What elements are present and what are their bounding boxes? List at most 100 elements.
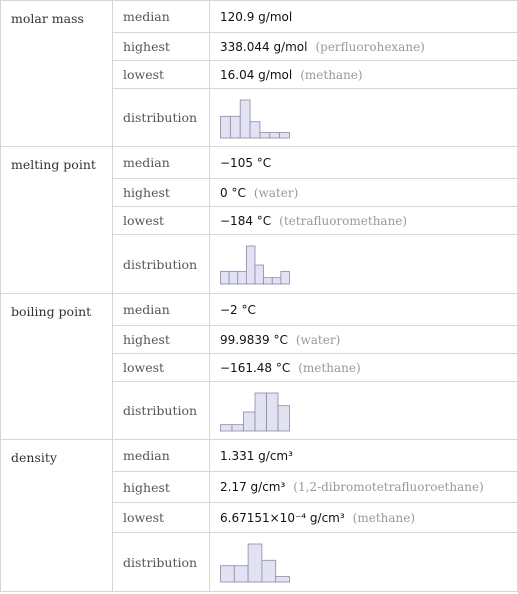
- histogram-bar: [279, 131, 290, 138]
- histogram: [220, 99, 290, 138]
- table-row: melting point median −105 °C: [0, 146, 518, 294]
- histogram-bar: [239, 99, 251, 138]
- histogram-bar: [243, 411, 256, 431]
- row-label: median: [112, 293, 210, 326]
- row-label: median: [112, 439, 210, 472]
- table-row: distribution: [1, 381, 518, 440]
- value: 338.044 g/mol: [220, 39, 308, 54]
- value-cell: 2.17 g/cm³ (1,2-dibromotetrafluoroethane): [209, 471, 518, 503]
- row-label: highest: [112, 32, 210, 61]
- table-row: lowest −184 °C (tetrafluoromethane): [1, 206, 518, 235]
- histogram-bar: [245, 245, 256, 285]
- row-label: highest: [112, 325, 210, 354]
- value-cell: [209, 234, 518, 294]
- row-label: distribution: [112, 381, 210, 440]
- histogram-bar: [220, 270, 230, 285]
- table-row: distribution: [1, 88, 518, 147]
- value-cell: −161.48 °C (methane): [209, 353, 518, 382]
- value: 2.17 g/cm³: [220, 480, 286, 494]
- value-cell: [209, 532, 518, 592]
- value: 1.331 g/cm³: [220, 448, 293, 463]
- note: (methane): [298, 360, 361, 375]
- value: 16.04 g/mol: [220, 67, 293, 82]
- row-label: median: [112, 0, 210, 33]
- value-cell: 16.04 g/mol (methane): [209, 60, 518, 89]
- value-cell: 99.9839 °C (water): [209, 325, 518, 354]
- value: 6.67151×10⁻⁴ g/cm³: [220, 510, 345, 525]
- value-cell: [209, 88, 518, 147]
- row-label: lowest: [112, 60, 210, 89]
- histogram: [220, 543, 290, 583]
- table-row: density median 1.331 g/cm³: [0, 439, 518, 592]
- row-label: median: [112, 146, 210, 179]
- group-label: melting point: [0, 146, 113, 294]
- table-row: highest 338.044 g/mol (perfluorohexane): [1, 32, 518, 61]
- note: (methane): [352, 510, 416, 525]
- table-row: distribution: [1, 532, 518, 592]
- note: (methane): [300, 67, 363, 82]
- value: −161.48 °C: [220, 360, 291, 375]
- value: −105 °C: [220, 155, 272, 170]
- group-label: molar mass: [0, 0, 113, 147]
- note: (tetrafluoromethane): [279, 213, 408, 228]
- histogram-bar: [237, 270, 247, 285]
- histogram-bar: [220, 423, 233, 431]
- table-row: highest 99.9839 °C (water): [1, 325, 518, 354]
- histogram-bar: [266, 392, 279, 431]
- histogram-bar: [249, 120, 261, 138]
- value: 0 °C: [220, 185, 246, 200]
- note: (1,2-dibromotetrafluoroethane): [293, 480, 484, 494]
- histogram-bar: [277, 404, 290, 431]
- table-row: lowest −161.48 °C (methane): [1, 353, 518, 382]
- histogram-bar: [254, 264, 265, 285]
- value-cell: 1.331 g/cm³: [209, 439, 518, 472]
- row-label: lowest: [112, 353, 210, 382]
- histogram: [220, 245, 290, 285]
- row-label: distribution: [112, 88, 210, 147]
- histogram-bar: [280, 270, 290, 285]
- histogram-bar: [229, 115, 241, 138]
- histogram-bar: [220, 565, 235, 583]
- histogram-bar: [271, 277, 282, 285]
- histogram-bar: [254, 392, 267, 431]
- row-label: distribution: [112, 532, 210, 592]
- value: 120.9 g/mol: [220, 9, 293, 24]
- value: −184 °C: [220, 213, 272, 228]
- row-label: highest: [112, 471, 210, 503]
- histogram-bar: [263, 277, 273, 285]
- histogram-bar: [261, 559, 277, 583]
- table-row: boiling point median −2 °C: [0, 293, 518, 440]
- histogram-bar: [231, 423, 244, 431]
- histogram-bar: [220, 115, 231, 138]
- note: (water): [295, 332, 341, 347]
- value-cell: [209, 381, 518, 440]
- value-cell: 338.044 g/mol (perfluorohexane): [209, 32, 518, 61]
- histogram-bar: [259, 131, 271, 138]
- histogram-bar: [275, 576, 290, 583]
- value-cell: 120.9 g/mol: [209, 0, 518, 33]
- row-label: highest: [112, 178, 210, 207]
- histogram-bar: [247, 543, 263, 583]
- group-label: boiling point: [0, 293, 113, 440]
- table-row: highest 2.17 g/cm³ (1,2-dibromotetrafluoro…: [1, 471, 518, 503]
- value-cell: −105 °C: [209, 146, 518, 179]
- row-label: lowest: [112, 502, 210, 533]
- table-row: molar mass median 120.9 g/mol: [0, 0, 518, 147]
- row-label: distribution: [112, 234, 210, 294]
- note: (perfluorohexane): [315, 39, 425, 54]
- histogram: [220, 392, 290, 431]
- value-cell: −2 °C: [209, 293, 518, 326]
- value-cell: 0 °C (water): [209, 178, 518, 207]
- value: 99.9839 °C: [220, 332, 288, 347]
- note: (water): [253, 185, 299, 200]
- row-label: lowest: [112, 206, 210, 235]
- value-cell: −184 °C (tetrafluoromethane): [209, 206, 518, 235]
- histogram-bar: [233, 565, 249, 583]
- histogram-bar: [228, 270, 239, 285]
- value: −2 °C: [220, 302, 256, 317]
- value-cell: 6.67151×10⁻⁴ g/cm³ (methane): [209, 502, 518, 533]
- group-label: density: [0, 439, 113, 592]
- table-row: lowest 16.04 g/mol (methane): [1, 60, 518, 89]
- histogram-bar: [269, 131, 281, 138]
